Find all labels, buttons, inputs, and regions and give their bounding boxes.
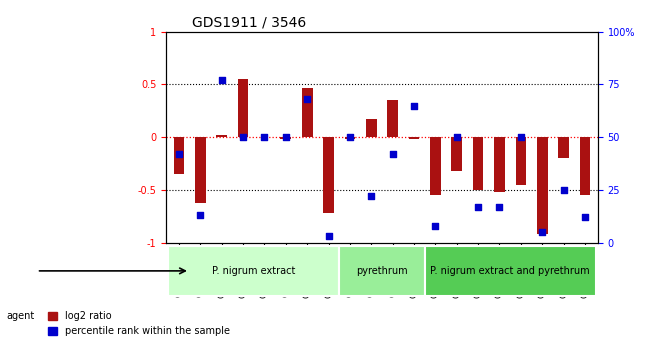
Point [195, 213, 205, 218]
Text: pyrethrum: pyrethrum [356, 266, 408, 276]
Bar [430, 137, 441, 195]
Bar [473, 137, 484, 190]
Point [515, 135, 526, 140]
FancyBboxPatch shape [168, 246, 339, 296]
Point [323, 234, 333, 239]
Bar [323, 137, 334, 213]
Bar [238, 79, 248, 137]
Bar [409, 137, 419, 139]
Bar [280, 137, 291, 139]
Point [494, 204, 504, 210]
Point [558, 187, 569, 193]
FancyBboxPatch shape [339, 246, 424, 296]
Bar [494, 137, 505, 192]
Bar [195, 137, 205, 203]
Bar [580, 137, 590, 195]
Point [430, 223, 441, 229]
Text: P. nigrum extract and pyrethrum: P. nigrum extract and pyrethrum [430, 266, 590, 276]
Point [174, 151, 184, 157]
Point [580, 215, 590, 220]
Bar [537, 137, 547, 234]
Bar [216, 135, 227, 137]
Bar [451, 137, 462, 171]
Point [238, 135, 248, 140]
FancyBboxPatch shape [424, 246, 595, 296]
Point [259, 135, 270, 140]
Bar [302, 88, 313, 137]
Bar [174, 137, 185, 174]
Text: GDS1911 / 3546: GDS1911 / 3546 [192, 15, 306, 29]
Point [344, 135, 355, 140]
Point [281, 135, 291, 140]
Point [302, 96, 313, 102]
Text: agent: agent [6, 311, 34, 321]
Bar [366, 119, 376, 137]
Point [409, 103, 419, 108]
Legend: log2 ratio, percentile rank within the sample: log2 ratio, percentile rank within the s… [44, 307, 234, 340]
Point [216, 77, 227, 83]
Point [452, 135, 462, 140]
Bar [515, 137, 526, 185]
Text: P. nigrum extract: P. nigrum extract [212, 266, 296, 276]
Bar [558, 137, 569, 158]
Point [537, 229, 547, 235]
Point [366, 194, 376, 199]
Point [387, 151, 398, 157]
Bar [344, 137, 356, 139]
Bar [387, 100, 398, 137]
Point [473, 204, 484, 210]
